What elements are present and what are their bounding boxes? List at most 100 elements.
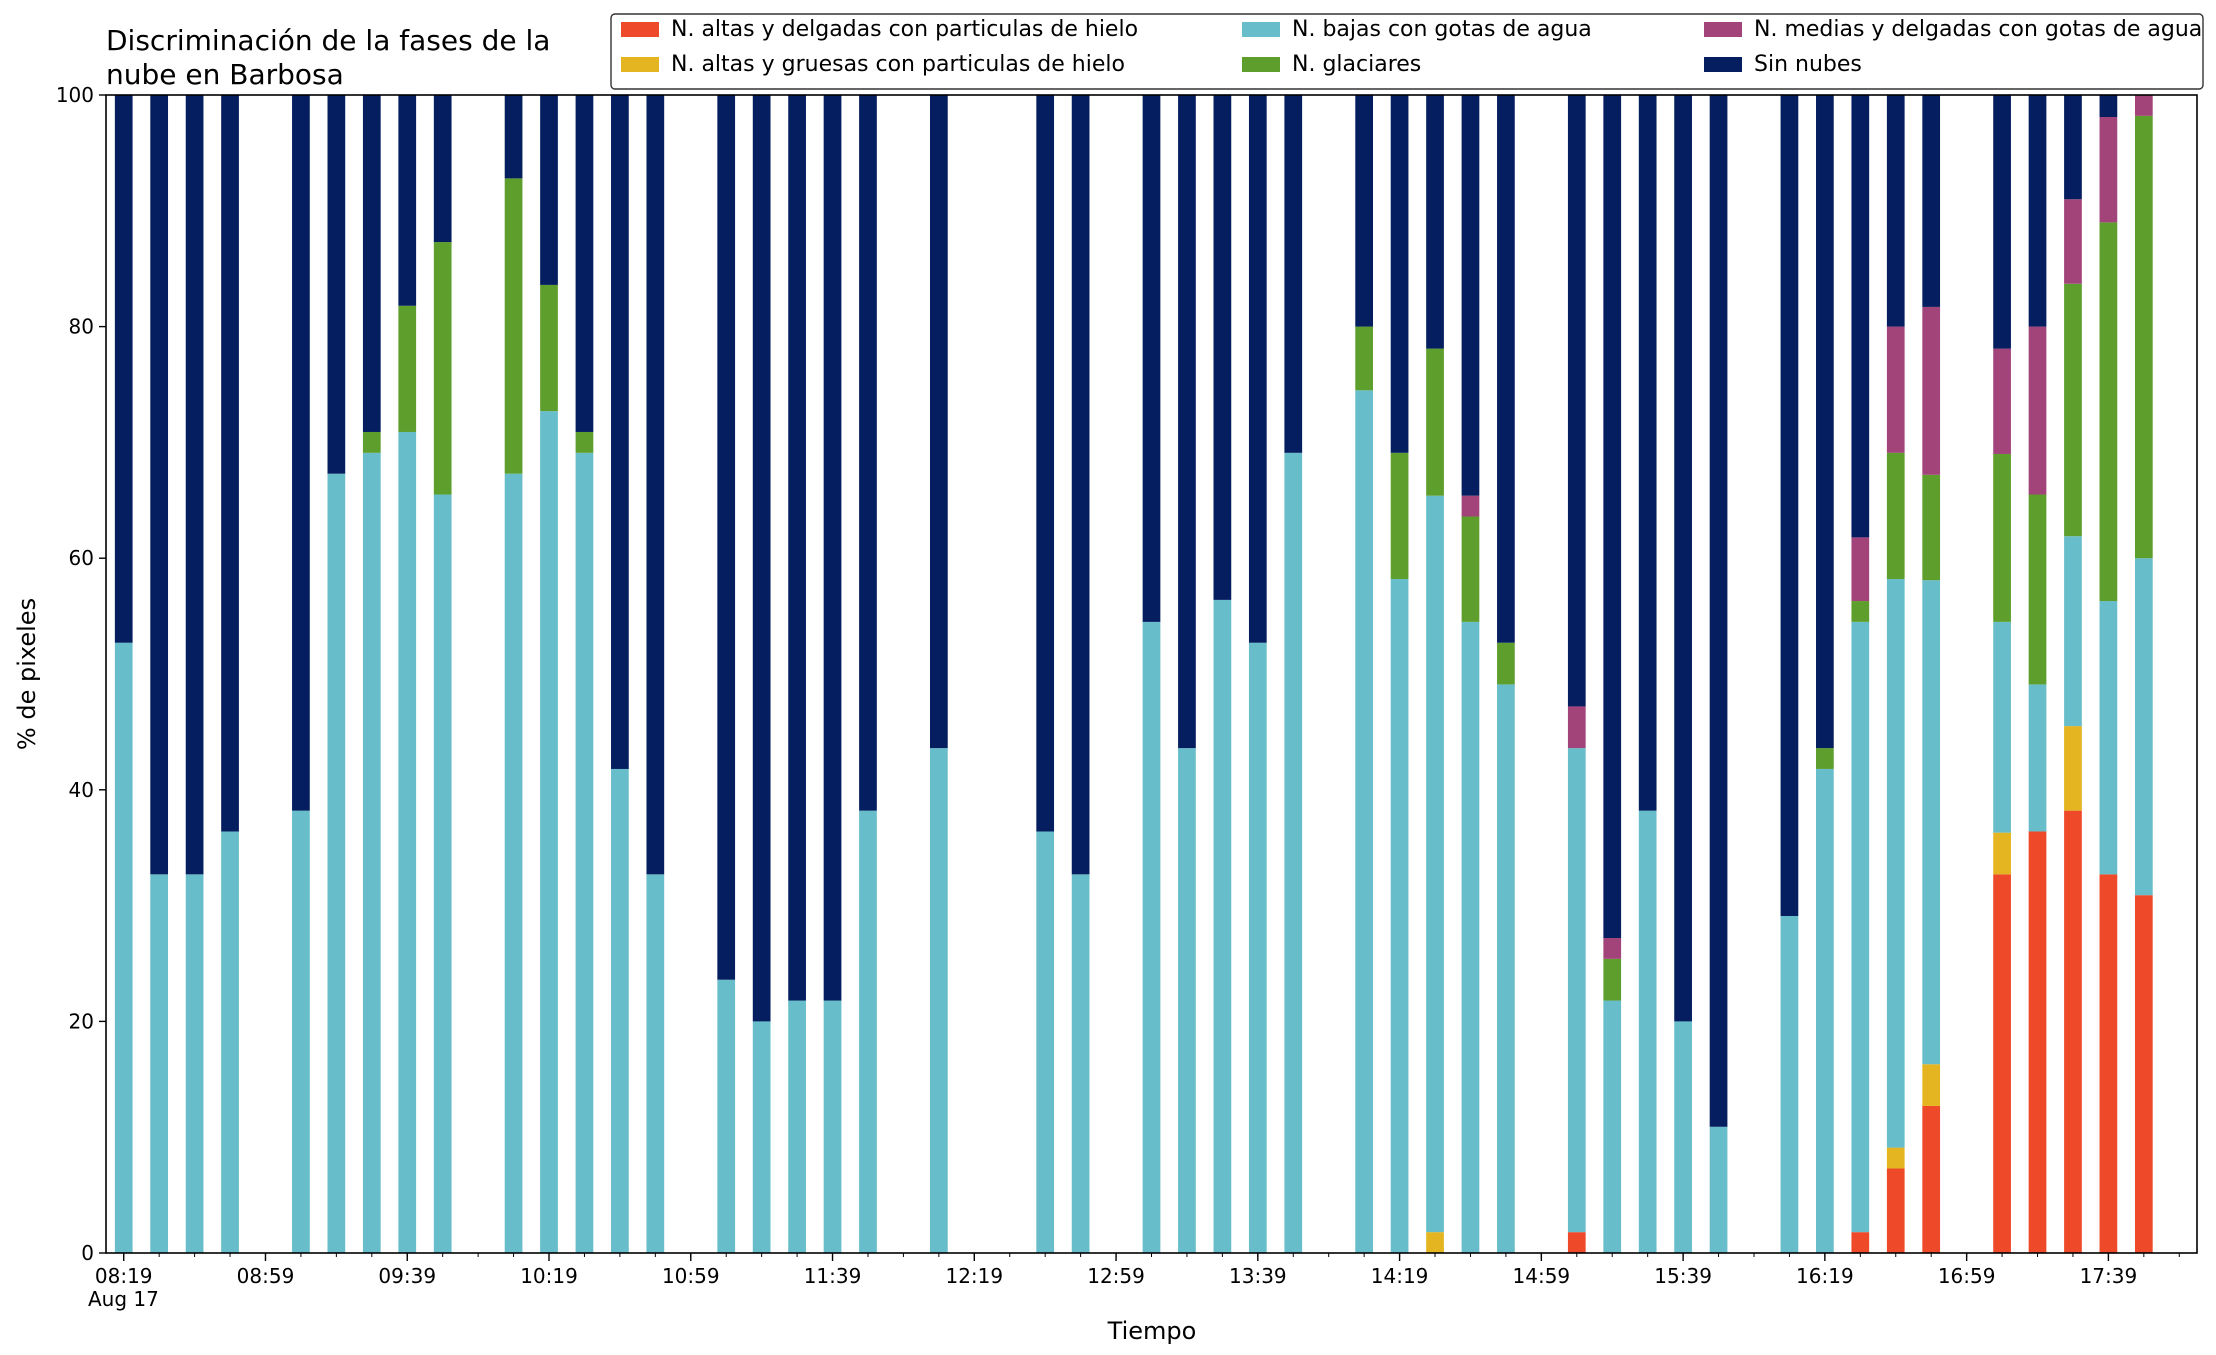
bar-segment	[1178, 95, 1196, 749]
bar-segment	[1674, 1021, 1692, 1253]
bar-segment	[823, 1000, 842, 1253]
x-tick-label: 10:19	[520, 1264, 578, 1288]
bar-segment	[1851, 95, 1870, 538]
bar-segment	[646, 874, 665, 1253]
bar-segment	[823, 95, 842, 1001]
y-axis-label: % de pixeles	[13, 598, 41, 750]
legend-swatch	[621, 22, 659, 37]
bar-segment	[930, 95, 948, 749]
bar-segment	[2028, 831, 2047, 1253]
bar-segment	[504, 473, 523, 1253]
bar-segment	[1816, 768, 1834, 1253]
bar-segment	[2134, 95, 2153, 116]
y-axis: 0 20 40 60 80 100	[56, 83, 106, 1265]
bar-segment	[1993, 348, 2011, 454]
bar-segment	[1567, 1232, 1586, 1253]
bar-segment	[1497, 642, 1515, 685]
bar-segment	[752, 95, 771, 1022]
bar-segment	[1886, 95, 1905, 327]
bar-segment	[504, 178, 523, 474]
bar-segment	[2064, 199, 2082, 284]
bar-segment	[2099, 117, 2118, 223]
legend: N. altas y delgadas con particulas de hi…	[610, 13, 2204, 90]
bar-segment	[1142, 95, 1161, 622]
bar-segment	[788, 1000, 806, 1253]
y-tick-label: 80	[69, 315, 94, 339]
legend-swatch	[1704, 57, 1742, 72]
legend-label: N. medias y delgadas con gotas de agua	[1754, 17, 2202, 42]
bar-segment	[1922, 474, 1941, 581]
bar-segment	[1886, 1147, 1905, 1169]
bar-segment	[1355, 95, 1373, 327]
bar-segment	[752, 1021, 771, 1253]
bar-segment	[150, 874, 169, 1253]
x-axis-label: Tiempo	[1107, 1317, 1197, 1345]
bar-segment	[2028, 326, 2047, 495]
bar-segment	[292, 95, 310, 811]
bar-segment	[114, 642, 133, 1253]
legend-swatch	[621, 57, 659, 72]
bar-segment	[2099, 95, 2118, 117]
chart-title-line2: nube en Barbosa	[106, 58, 344, 91]
x-tick-label: 16:19	[1796, 1264, 1854, 1288]
bar-segment	[2099, 222, 2118, 602]
bar-segment	[1178, 748, 1196, 1253]
bar-segment	[327, 95, 346, 474]
bar-segment	[2134, 895, 2153, 1253]
bar-segment	[611, 768, 629, 1253]
x-tick-label: 14:59	[1513, 1264, 1571, 1288]
bar-segment	[433, 95, 452, 243]
bar-segment	[433, 242, 452, 495]
legend-box	[610, 13, 2204, 90]
bar-segment	[1355, 326, 1373, 391]
bar-segment	[327, 473, 346, 1253]
bar-segment	[1886, 326, 1905, 453]
bar-segment	[1390, 452, 1409, 580]
bar-segment	[611, 95, 629, 769]
bar-segment	[1851, 601, 1870, 622]
bar-segment	[575, 431, 594, 453]
bar-segment	[2134, 115, 2153, 559]
bar-segment	[362, 431, 381, 453]
bar-segment	[114, 95, 133, 643]
bar-segment	[1993, 621, 2011, 833]
bar-segment	[2028, 95, 2047, 327]
bar-segment	[1603, 95, 1622, 939]
bar-segment	[1567, 706, 1586, 749]
bar-segment	[1248, 642, 1267, 1253]
bar-segment	[1248, 95, 1267, 643]
bar-segment	[2064, 536, 2082, 727]
bar-segment	[1886, 452, 1905, 580]
x-date-label: Aug 17	[88, 1287, 159, 1311]
legend-swatch	[1242, 22, 1280, 37]
bar-segment	[1780, 916, 1799, 1253]
bar-segment	[1922, 1064, 1941, 1106]
bar-segment	[717, 979, 736, 1253]
bar-segment	[1993, 95, 2011, 349]
bar-segment	[575, 452, 594, 1253]
bar-segment	[1886, 579, 1905, 1148]
chart-title-line1: Discriminación de la fases de la	[106, 24, 550, 57]
bar-segment	[1922, 95, 1941, 307]
bar-segment	[1036, 95, 1055, 832]
x-tick-label: 15:39	[1654, 1264, 1712, 1288]
bar-segment	[1993, 453, 2011, 622]
bar-segment	[2064, 283, 2082, 537]
bar-segment	[2099, 874, 2118, 1253]
bar-segment	[221, 95, 239, 832]
bar-segment	[1603, 1000, 1622, 1253]
bar-segment	[2099, 601, 2118, 875]
bar-segment	[150, 95, 169, 875]
bar-segment	[859, 810, 877, 1253]
x-tick-label: 14:19	[1371, 1264, 1429, 1288]
bar-segment	[717, 95, 736, 980]
x-tick-label: 12:19	[945, 1264, 1003, 1288]
x-axis: 08:19 08:59 09:39 10:19 10:59 11:39 12:19 12:59…	[95, 1253, 2180, 1288]
bar-segment	[1851, 621, 1870, 1233]
bar-segment	[1461, 95, 1480, 496]
bar-segment	[1922, 1105, 1941, 1253]
bar-segment	[1851, 1232, 1870, 1253]
y-tick-label: 20	[69, 1009, 94, 1033]
legend-label: N. altas y gruesas con particulas de hie…	[671, 52, 1125, 77]
